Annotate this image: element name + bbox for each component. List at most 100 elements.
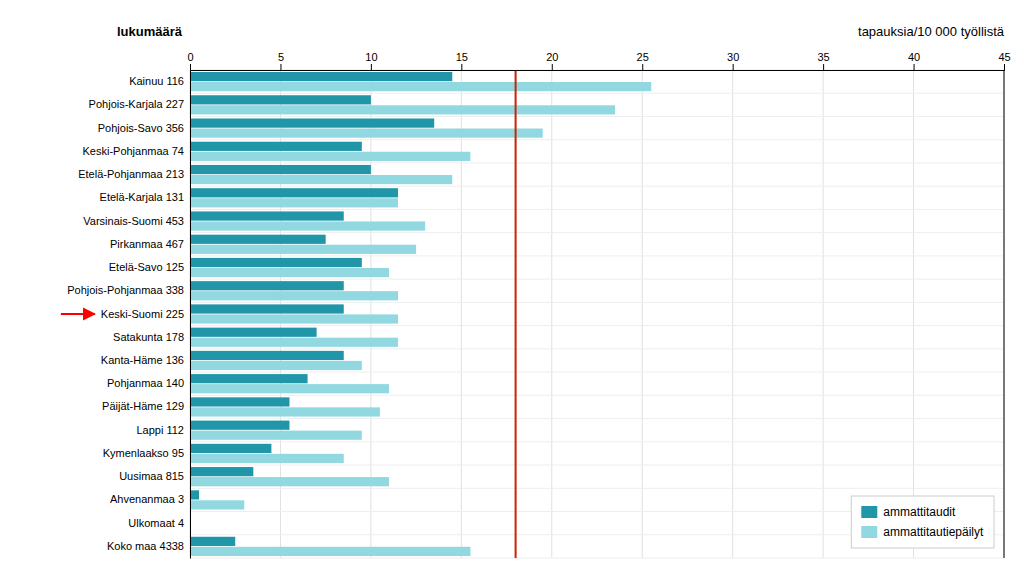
- bar: [190, 142, 362, 151]
- y-label: lukumäärä: [117, 24, 183, 39]
- row-separators: [190, 70, 1004, 558]
- row-separator: [190, 488, 1004, 489]
- bar: [190, 175, 452, 184]
- x-tick-label: 30: [727, 51, 739, 63]
- y-tick-label: Ulkomaat 4: [128, 517, 184, 529]
- y-tick: Pirkanmaa 467: [110, 238, 184, 250]
- y-tick-label: Koko maa 4338: [107, 540, 184, 552]
- y-tick-label: Pohjois-Karjala 227: [89, 98, 184, 110]
- bar: [190, 490, 199, 499]
- grid-line: [551, 70, 552, 558]
- row-separator: [190, 302, 1004, 303]
- bar: [190, 128, 543, 137]
- y-tick: Etelä-Savo 125: [109, 261, 184, 273]
- legend-box: [851, 496, 994, 548]
- y-tick: Varsinais-Suomi 453: [83, 215, 184, 227]
- bar: [190, 537, 235, 546]
- bar: [190, 105, 615, 114]
- row-separator: [190, 372, 1004, 373]
- marks: [190, 70, 651, 558]
- y-tick-label: Pirkanmaa 467: [110, 238, 184, 250]
- bar: [190, 444, 271, 453]
- grid-line: [190, 70, 191, 558]
- y-tick: Päijät-Häme 129: [102, 400, 184, 412]
- grid-line: [1004, 70, 1005, 558]
- y-tick: Satakunta 178: [113, 331, 184, 343]
- y-tick: Etelä-Pohjanmaa 213: [78, 168, 184, 180]
- row-separator: [190, 558, 1004, 559]
- y-tick-label: Kainuu 116: [129, 75, 184, 87]
- y-tick: Uusimaa 815: [119, 470, 184, 482]
- bar: [190, 211, 344, 220]
- bar: [190, 118, 434, 127]
- y-tick-label: Keski-Pohjanmaa 74: [82, 145, 184, 157]
- y-tick: Pohjois-Karjala 227: [89, 98, 184, 110]
- legend-swatch: [861, 506, 877, 518]
- bar: [190, 188, 398, 197]
- row-separator: [190, 162, 1004, 163]
- x-tick-line: [642, 64, 643, 70]
- bar: [190, 235, 326, 244]
- legend-item: ammattitaudit: [861, 505, 956, 519]
- y-tick-label: Pohjois-Savo 356: [98, 122, 184, 134]
- bar: [190, 361, 362, 370]
- grid-line: [823, 70, 824, 558]
- y-tick-label: Kanta-Häme 136: [101, 354, 184, 366]
- y-tick-label: Lappi 112: [136, 424, 184, 436]
- y-tick-label: Ahvenanmaa 3: [110, 493, 184, 505]
- chart-container: 051015202530354045Kainuu 116Pohjois-Karj…: [0, 0, 1024, 578]
- y-tick: Keski-Suomi 225: [101, 308, 184, 320]
- bar: [190, 477, 389, 486]
- reference-line: [515, 70, 517, 558]
- y-tick: Pohjois-Pohjanmaa 338: [67, 284, 184, 296]
- x-tick-label: 45: [998, 51, 1010, 63]
- row-separator: [190, 255, 1004, 256]
- legend-label: ammattitautiepäilyt: [883, 525, 984, 539]
- x-tick: 45: [998, 51, 1010, 70]
- row-separator: [190, 209, 1004, 210]
- y-tick-label: Etelä-Savo 125: [109, 261, 184, 273]
- x-tick: 5: [278, 51, 284, 70]
- bar: [190, 374, 308, 383]
- title: tapauksia/10 000 työllistä: [858, 24, 1005, 39]
- x-tick: 35: [817, 51, 829, 70]
- row-separator: [190, 186, 1004, 187]
- bar: [190, 351, 344, 360]
- legend-label: ammattitaudit: [883, 505, 956, 519]
- bar: [190, 198, 398, 207]
- x-axis-line: [191, 64, 1005, 71]
- series: [190, 82, 651, 556]
- series: [190, 72, 452, 546]
- arrow: [61, 313, 95, 315]
- y-tick-label: Pohjanmaa 140: [107, 377, 184, 389]
- x-tick: 10: [365, 51, 377, 70]
- y-tick: Kanta-Häme 136: [101, 354, 184, 366]
- y-tick-label: Kymenlaakso 95: [103, 447, 184, 459]
- y-tick-label: Satakunta 178: [113, 331, 184, 343]
- grid-line: [642, 70, 643, 558]
- bar: [190, 467, 253, 476]
- x-tick-label: 20: [546, 51, 558, 63]
- x-tick: 20: [546, 51, 558, 70]
- bar: [190, 95, 371, 104]
- y-tick: Lappi 112: [136, 424, 184, 436]
- x-tick-label: 10: [365, 51, 377, 63]
- x-tick: 40: [908, 51, 920, 70]
- legend: ammattitaudit ammattitautiepäilyt: [851, 496, 994, 548]
- bar: [190, 281, 344, 290]
- x-tick-line: [1004, 64, 1005, 70]
- y-tick: Ahvenanmaa 3: [110, 493, 184, 505]
- row-separator: [190, 441, 1004, 442]
- row-separator: [190, 116, 1004, 117]
- bar: [190, 245, 416, 254]
- x-tick-line: [461, 64, 462, 70]
- bar: [190, 314, 398, 323]
- chart-svg: 051015202530354045Kainuu 116Pohjois-Karj…: [0, 0, 1024, 578]
- x-tick-line: [733, 64, 734, 70]
- legend-item: ammattitautiepäilyt: [861, 525, 984, 539]
- row-separator: [190, 139, 1004, 140]
- y-tick: Etelä-Karjala 131: [100, 191, 184, 203]
- bar: [190, 165, 371, 174]
- y-tick-label: Uusimaa 815: [119, 470, 184, 482]
- bar: [190, 258, 362, 267]
